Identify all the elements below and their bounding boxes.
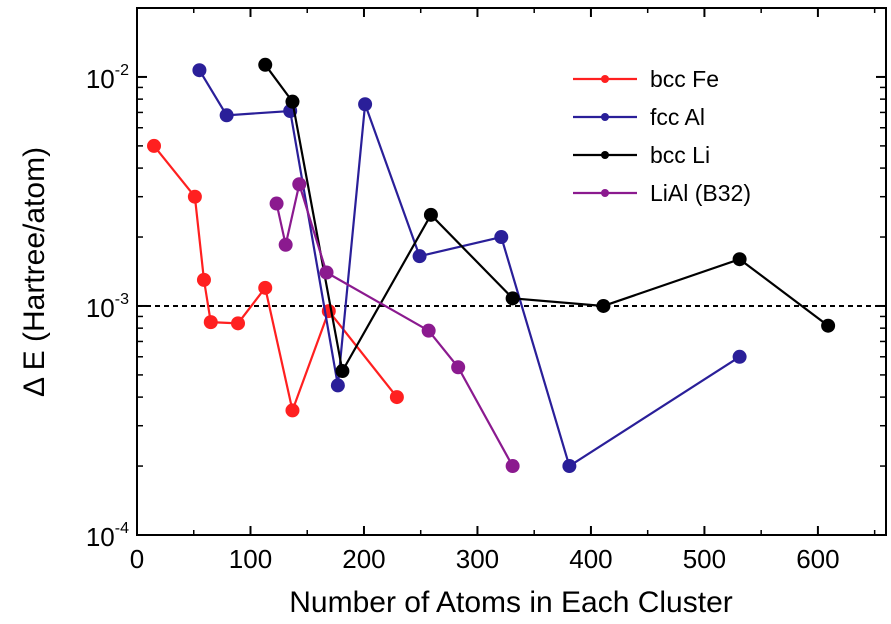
plot-area: [136, 7, 887, 536]
data-point-lial-b32: [319, 265, 334, 280]
data-point-bcc-fe: [258, 280, 273, 295]
legend-label-bcc-fe: bcc Fe: [650, 66, 719, 92]
data-point-fcc-al: [412, 249, 427, 264]
series-fcc-al: [192, 63, 747, 474]
data-point-bcc-li: [285, 94, 300, 109]
series-bcc-fe: [147, 138, 404, 418]
plot-frame: [136, 7, 887, 536]
x-tick-label: 400: [569, 544, 612, 574]
legend-label-bcc-li: bcc Li: [650, 142, 710, 168]
legend-label-lial-b32: LiAl (B32): [650, 180, 751, 206]
data-point-fcc-al: [219, 108, 234, 123]
legend-marker-lial-b32: [601, 189, 609, 197]
legend-marker-bcc-li: [601, 151, 609, 159]
data-point-fcc-al: [358, 97, 373, 112]
axes-group: 0 100 200 300 400 500 600 10-2 10-3 10-4: [86, 7, 886, 574]
y-tick-label: 10-3: [86, 291, 129, 323]
data-point-bcc-li: [505, 291, 520, 306]
data-point-bcc-fe: [389, 390, 404, 405]
data-point-bcc-fe: [285, 403, 300, 418]
data-point-bcc-fe: [147, 138, 162, 153]
y-axis-title: Δ E (Hartree/atom): [18, 147, 51, 397]
data-point-bcc-fe: [203, 315, 218, 330]
data-point-lial-b32: [278, 237, 293, 252]
x-tick-label: 600: [796, 544, 839, 574]
data-point-lial-b32: [451, 360, 466, 375]
data-point-lial-b32: [505, 459, 520, 474]
data-point-bcc-li: [821, 318, 836, 333]
series-group: [147, 57, 836, 474]
x-tick-label: 300: [456, 544, 499, 574]
legend: bcc Fe fcc Al bcc Li LiAl (B32): [573, 66, 751, 206]
data-point-bcc-li: [335, 364, 350, 379]
data-point-lial-b32: [421, 323, 436, 338]
series-line-lial-b32: [275, 179, 514, 467]
series-bcc-li: [258, 57, 836, 379]
y-tick-label: 10-4: [86, 520, 129, 552]
data-point-bcc-fe: [187, 189, 202, 204]
data-point-bcc-li: [596, 298, 611, 313]
series-line-bcc-li: [264, 64, 829, 375]
legend-marker-bcc-fe: [601, 75, 609, 83]
data-point-bcc-li: [732, 252, 747, 267]
data-point-lial-b32: [269, 196, 284, 211]
data-point-lial-b32: [292, 177, 307, 192]
data-point-fcc-al: [562, 459, 577, 474]
x-tick-label: 100: [229, 544, 272, 574]
data-point-bcc-li: [423, 207, 438, 222]
y-tick-label: 10-2: [86, 62, 129, 94]
legend-label-fcc-al: fcc Al: [650, 104, 705, 130]
data-point-bcc-li: [258, 57, 273, 72]
series-line-bcc-fe: [153, 145, 398, 415]
data-point-bcc-fe: [196, 272, 211, 287]
data-point-fcc-al: [330, 378, 345, 393]
x-tick-label: 0: [130, 544, 144, 574]
data-point-fcc-al: [732, 349, 747, 364]
x-axis-title: Number of Atoms in Each Cluster: [289, 586, 733, 619]
x-tick-label: 500: [683, 544, 726, 574]
data-point-bcc-fe: [231, 316, 246, 331]
series-lial-b32: [269, 177, 520, 474]
data-point-fcc-al: [494, 230, 509, 245]
x-tick-label: 200: [342, 544, 385, 574]
data-point-fcc-al: [192, 63, 207, 78]
legend-marker-fcc-al: [601, 113, 609, 121]
